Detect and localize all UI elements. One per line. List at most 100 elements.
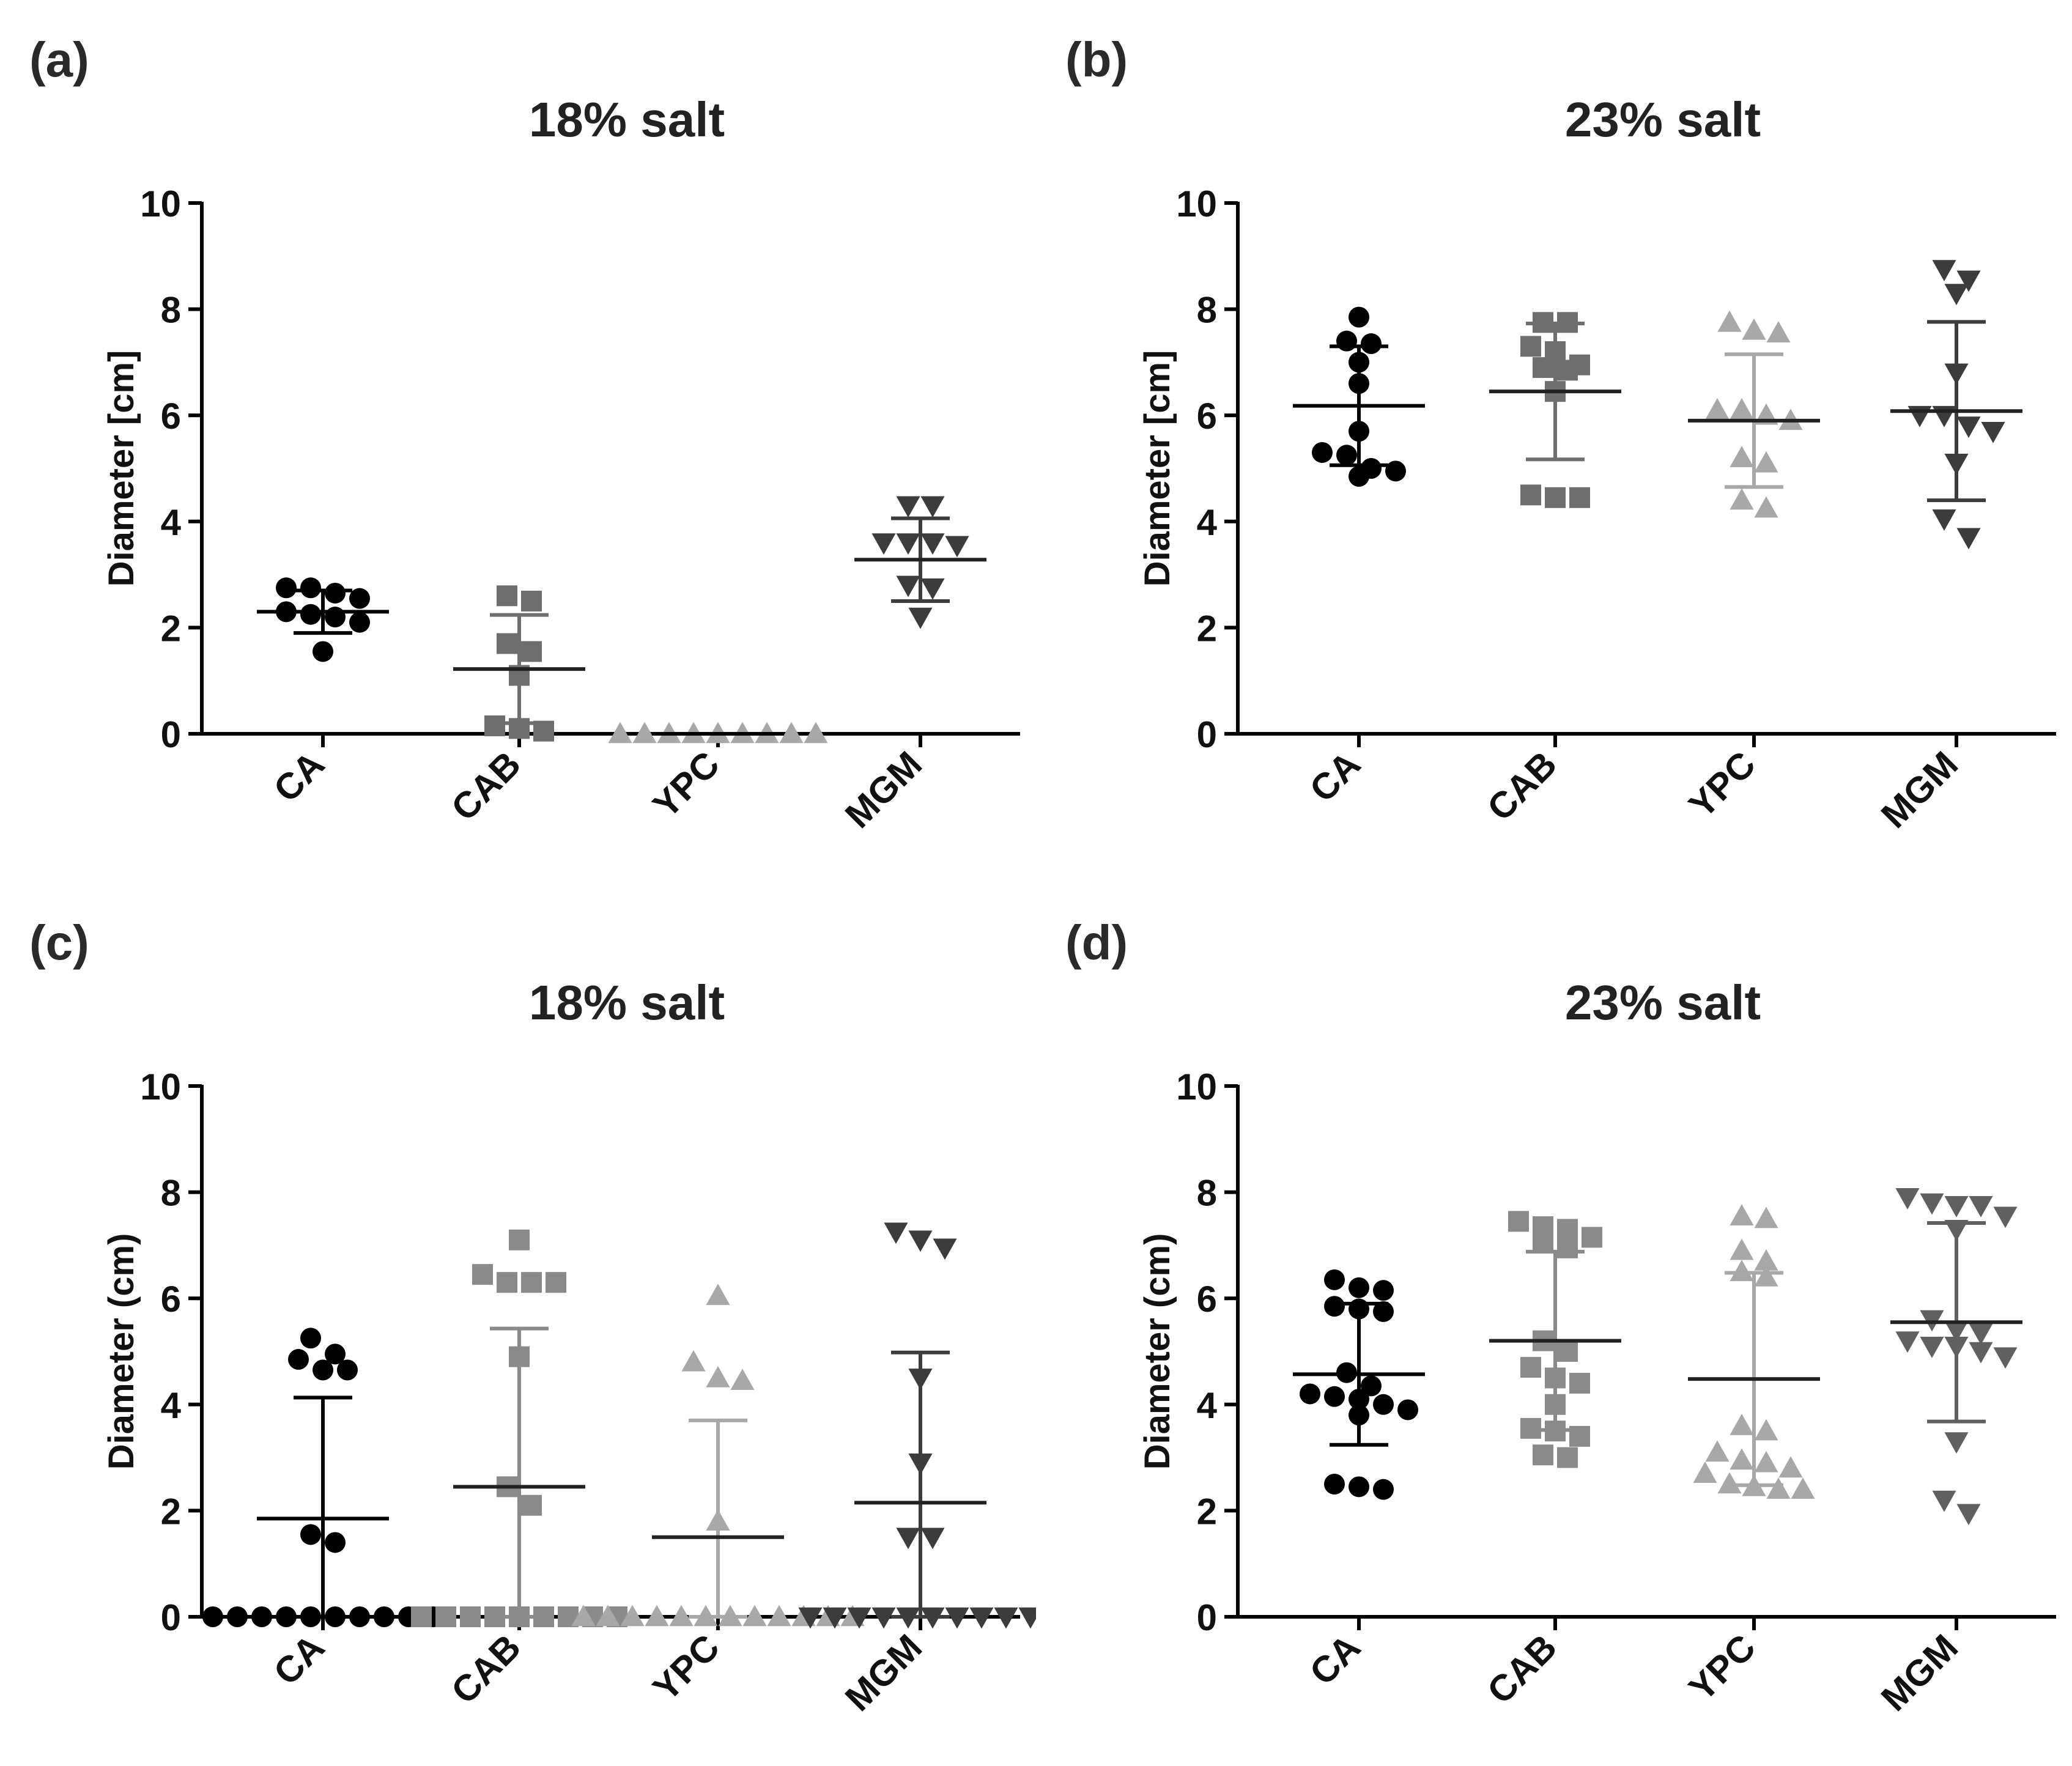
data-point	[1336, 330, 1357, 352]
data-point	[1349, 1277, 1369, 1298]
data-point	[1944, 1432, 1969, 1454]
data-point	[1324, 1386, 1345, 1407]
y-axis-label: Diameter [cm]	[102, 350, 141, 587]
data-point	[1944, 284, 1969, 306]
data-point	[1754, 1419, 1778, 1441]
panel-a: (a) 18% salt 0 2 4 6 8 10 Diameter [cm] CA CAB YP…	[0, 0, 1036, 883]
data-point	[227, 1606, 248, 1627]
data-point	[804, 722, 828, 744]
data-point	[497, 633, 517, 654]
panel-title: 18% salt	[528, 92, 725, 147]
x-tick-label: YPC	[1681, 1627, 1764, 1709]
data-point	[1693, 1461, 1717, 1483]
data-point	[908, 1230, 933, 1252]
x-tick-label: CA	[1302, 744, 1369, 810]
data-point	[521, 1272, 542, 1293]
panel-b: (b) 23% salt 0 2 4 6 8 10 Diameter [cm] CA CAB YP…	[1036, 0, 2072, 883]
data-point	[920, 496, 945, 518]
data-point	[896, 1528, 920, 1550]
y-tick-label: 2	[1197, 1491, 1217, 1532]
data-point	[1373, 1280, 1394, 1301]
data-point	[1361, 333, 1382, 355]
x-tick-label: MGM	[1873, 1627, 1966, 1719]
data-point	[300, 577, 321, 599]
data-point	[1754, 1249, 1778, 1271]
data-point	[1754, 1450, 1778, 1472]
data-point	[1730, 1204, 1754, 1225]
plot-a: 0 2 4 6 8 10 Diameter [cm] CA CAB YPC MGM	[102, 183, 1020, 836]
data-point	[1791, 1477, 1815, 1499]
data-point	[325, 1532, 346, 1553]
data-point	[1349, 306, 1369, 328]
series-cab	[453, 585, 585, 742]
data-point	[1520, 336, 1541, 357]
data-point	[1969, 1342, 1993, 1364]
data-point	[1895, 1331, 1920, 1353]
data-point	[1349, 1476, 1369, 1498]
data-point	[300, 1524, 321, 1545]
panel-c: (c) 18% salt 0 2 4 6 8 10 Diameter (cm) CA CAB YP…	[0, 883, 1036, 1766]
data-point	[460, 1606, 481, 1627]
data-point	[411, 1606, 432, 1627]
data-point	[325, 582, 346, 604]
data-point	[1717, 310, 1742, 332]
data-point	[1717, 1472, 1742, 1494]
y-tick-label: 2	[161, 608, 181, 649]
x-tick-label: YPC	[645, 1627, 728, 1709]
y-tick-label: 2	[161, 1491, 181, 1532]
series-mgm	[798, 1222, 1036, 1629]
data-point	[497, 1272, 517, 1293]
panel-title: 23% salt	[1564, 92, 1761, 147]
data-point	[1557, 360, 1578, 381]
data-point	[497, 585, 517, 607]
x-tick-label: MGM	[837, 1627, 930, 1719]
data-point	[632, 722, 657, 744]
data-point	[1956, 528, 1981, 550]
data-point	[251, 1606, 272, 1627]
y-tick-label: 4	[161, 502, 182, 543]
data-point	[920, 533, 945, 555]
data-point	[472, 1264, 493, 1285]
data-point	[1557, 1447, 1578, 1468]
series-cab	[1489, 1211, 1621, 1468]
y-tick-label: 10	[140, 183, 181, 224]
series-mgm	[1890, 1188, 2022, 1526]
x-tick-label: CA	[1302, 1627, 1369, 1693]
y-tick-label: 0	[1197, 1597, 1217, 1638]
y-tick-label: 8	[1197, 290, 1217, 331]
data-point	[779, 722, 804, 744]
data-point	[300, 1328, 321, 1349]
panel-label: (d)	[1065, 915, 1128, 970]
x-tick-label: CAB	[1479, 744, 1564, 829]
data-point	[1932, 1490, 1956, 1512]
data-point	[896, 575, 920, 597]
data-point	[1956, 416, 1981, 438]
data-point	[620, 1605, 645, 1627]
series-mgm	[854, 496, 986, 629]
data-point	[337, 1359, 358, 1381]
data-point	[742, 1605, 767, 1627]
panel-label: (c)	[29, 915, 89, 970]
data-point	[521, 1494, 542, 1516]
data-point	[349, 611, 370, 633]
x-tick-label: CAB	[443, 744, 528, 829]
data-point	[288, 1349, 309, 1370]
y-tick-label: 0	[161, 1597, 181, 1638]
data-point	[509, 1229, 530, 1251]
data-point	[1895, 1188, 1920, 1210]
data-point	[1778, 1456, 1803, 1478]
data-point	[521, 641, 542, 662]
data-point	[1932, 405, 1956, 427]
y-tick-label: 4	[1197, 1385, 1218, 1426]
data-point	[706, 1365, 730, 1387]
data-point	[313, 641, 333, 662]
data-point	[276, 577, 297, 599]
data-point	[1932, 509, 1956, 531]
data-point	[706, 1284, 730, 1306]
y-tick-label: 8	[1197, 1173, 1217, 1214]
series-mgm	[1890, 260, 2022, 550]
data-point	[945, 1607, 969, 1629]
data-point	[1956, 1504, 1981, 1526]
data-point	[1557, 1237, 1578, 1258]
panel-title: 18% salt	[528, 975, 725, 1030]
